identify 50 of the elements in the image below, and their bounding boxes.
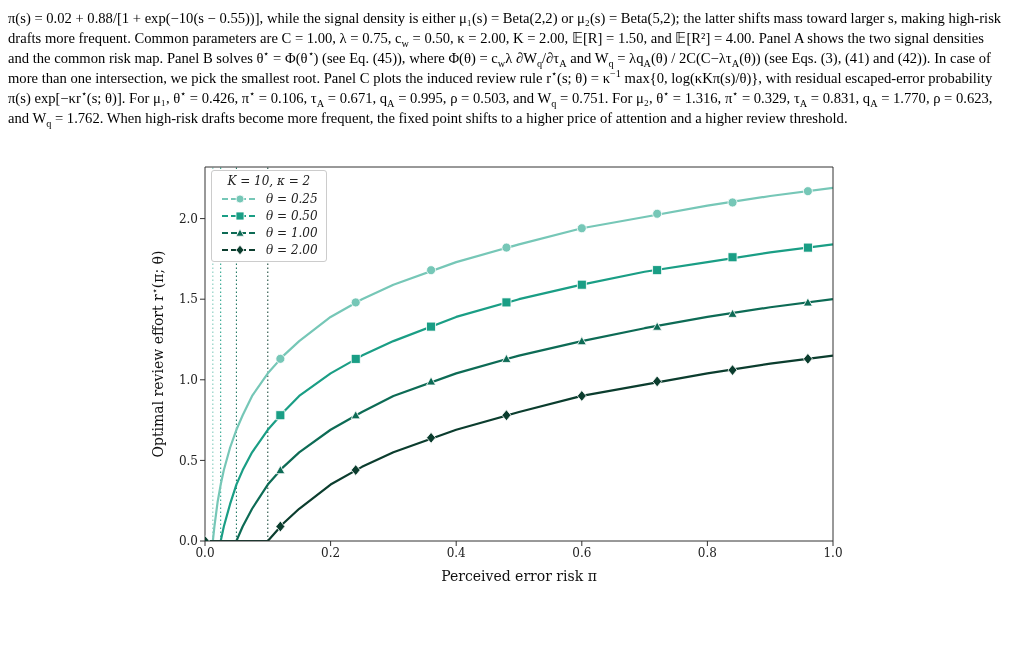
point <box>275 353 286 364</box>
point <box>426 265 436 276</box>
y-tick-label: 0.0 <box>178 534 198 549</box>
point <box>802 353 813 365</box>
x-tick-label: 0.4 <box>446 545 467 560</box>
x-axis-title: Perceived error risk π <box>441 568 597 584</box>
point <box>350 464 361 476</box>
point <box>501 409 512 422</box>
legend-label: θ = 0.25 <box>266 191 318 206</box>
point <box>727 364 738 376</box>
point <box>727 308 738 318</box>
point <box>350 353 361 364</box>
legend-label: θ = 2.00 <box>266 242 318 257</box>
point <box>652 208 663 219</box>
x-tick-label: 1.0 <box>823 545 843 560</box>
legend-label: θ = 1.00 <box>266 225 318 240</box>
point <box>727 197 738 208</box>
point <box>802 242 813 253</box>
point <box>727 252 738 263</box>
x-tick-label: 0.8 <box>697 545 717 560</box>
y-tick-label: 2.0 <box>178 211 198 226</box>
point <box>426 376 436 386</box>
point <box>576 223 587 234</box>
point <box>576 390 587 402</box>
point <box>576 279 587 290</box>
y-tick-label: 1.0 <box>178 373 198 388</box>
point <box>426 432 436 444</box>
point <box>802 297 813 307</box>
point <box>576 336 587 346</box>
point <box>652 321 663 331</box>
point <box>652 265 663 276</box>
text: π(s) = 0.02 + 0.88/[1 + exp(−10(s − 0.55))], while the signal density is either μ₁(s) = Beta(2,2) or μ₂(s) = Beta(5,2); the latter shifts mass toward larger s, making high-risk drafts more frequent. Common parameters are C = 1.00, λ = 0.75, c$_{w}$ = 0.50, κ = 2.00, K = 2.00, 𝔼[R] = 1.50, and 𝔼[R²] = 4.00. Panel A shows the two signal densities and the common risk map. Panel B solves θ$^{⋆}$ = Φ(θ$^{⋆}$) (see Eq. (45)), where Φ(θ) = c$_{w}$λ ∂W$_{q}$/∂τ$_{A}$ and W$_{q}$ = λq$_{A}$(θ) / 2C(C−λτ$_{A}$(θ)) (see Eqs. (3), (41) and (42)). In case of more than one intersection, we pick the smallest root. Panel C plots the induced review rule r$^{⋆}$(s; θ) = κ$^{−1}$ max{0, log(κKπ(s)/θ)}, with residual escaped-error probability π(s) exp[−κr$^{⋆}$(s; θ)]. For μ₁, θ$^{⋆}$ = 0.426, π$^{⋆}$ = 0.106, τ$_{A}$ = 0.671, q$_{A}$ = 0.995, ρ = 0.503, and W$_{q}$ = 0.751. For μ₂, θ$^{⋆}$ = 1.316, π$^{⋆}$ = 0.329, τ$_{A}$ = 0.831, q$_{A}$ = 1.770, ρ = 0.623, and W$_{q}$ = 1.762. When high-risk drafts become more frequent, the fixed point shifts to a higher price of attention and a higher review threshold. <box>8 10 1002 129</box>
point <box>426 321 436 332</box>
point <box>350 297 361 308</box>
y-tick-label: 0.5 <box>178 453 198 468</box>
point <box>350 410 361 420</box>
point <box>501 353 512 363</box>
point <box>652 375 663 388</box>
y-tick-label: 1.5 <box>178 292 198 307</box>
point <box>275 410 286 421</box>
x-tick-label: 0.2 <box>321 545 341 560</box>
x-tick-label: 0.0 <box>195 545 215 560</box>
point <box>501 242 512 253</box>
point <box>802 186 813 197</box>
legend-label: θ = 0.50 <box>266 208 318 223</box>
point <box>275 520 286 533</box>
legend-title: K = 10, κ = 2 <box>226 174 312 188</box>
point <box>275 465 286 475</box>
point <box>501 297 512 308</box>
x-tick-label: 0.6 <box>572 545 592 560</box>
